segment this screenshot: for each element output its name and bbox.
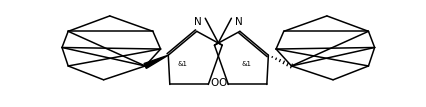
Text: &1: &1 bbox=[242, 61, 251, 67]
Text: N: N bbox=[235, 17, 243, 27]
Text: O: O bbox=[218, 78, 226, 88]
Text: &1: &1 bbox=[178, 61, 187, 67]
Text: O: O bbox=[210, 78, 219, 88]
Polygon shape bbox=[144, 55, 168, 68]
Text: N: N bbox=[194, 17, 201, 27]
